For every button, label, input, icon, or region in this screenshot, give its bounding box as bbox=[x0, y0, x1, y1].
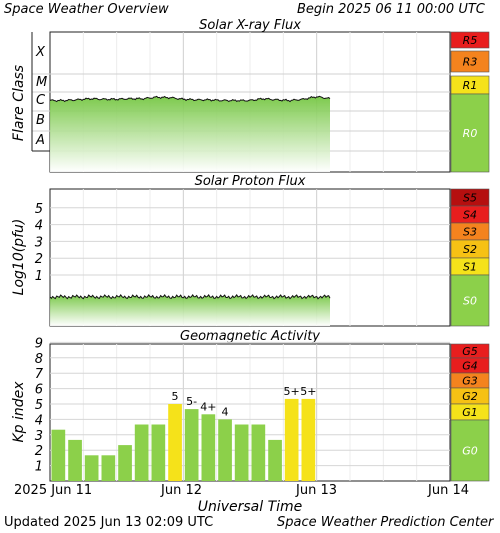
scale-label-s0: S0 bbox=[463, 295, 477, 308]
kp-bar bbox=[218, 419, 232, 481]
scale-label-r5: R5 bbox=[463, 34, 478, 47]
x-axis-label: Universal Time bbox=[197, 499, 303, 515]
scale-label-s5: S5 bbox=[463, 192, 477, 205]
scale-label-r0: R0 bbox=[463, 127, 478, 140]
kp-bar bbox=[301, 398, 316, 481]
kp-bar bbox=[168, 404, 182, 481]
kp-tick-3: 3 bbox=[35, 429, 43, 444]
proton-tick-4: 4 bbox=[35, 219, 43, 234]
scale-label-s1: S1 bbox=[463, 261, 477, 274]
kp-tick-8: 8 bbox=[35, 352, 43, 367]
kp-tick-6: 6 bbox=[35, 383, 43, 398]
kp-bar bbox=[268, 439, 282, 481]
scale-label-g2: G2 bbox=[462, 390, 478, 403]
geomag-title: Geomagnetic Activity bbox=[180, 329, 320, 344]
kp-bar-label: 5+ bbox=[284, 385, 300, 398]
kp-bar bbox=[251, 424, 266, 481]
xray-flux-area bbox=[50, 96, 330, 172]
kp-tick-7: 7 bbox=[35, 367, 44, 382]
proton-flux-area bbox=[50, 294, 330, 326]
kp-tick-9: 9 bbox=[35, 336, 43, 351]
scale-label-g3: G3 bbox=[462, 375, 478, 388]
kp-bar bbox=[201, 414, 216, 481]
kp-bar bbox=[151, 424, 166, 481]
kp-bar-label: 5- bbox=[186, 395, 197, 408]
scale-cell-r0 bbox=[450, 93, 490, 173]
kp-tick-2: 2 bbox=[35, 444, 43, 459]
kp-bar-label: 5 bbox=[172, 390, 179, 403]
scale-cell-r5 bbox=[450, 31, 490, 49]
kp-bar bbox=[118, 445, 132, 481]
kp-bar bbox=[84, 455, 99, 481]
proton-tick-1: 1 bbox=[35, 269, 43, 284]
kp-bar bbox=[68, 439, 82, 481]
updated-time: Updated 2025 Jun 13 02:09 UTC bbox=[4, 515, 214, 530]
kp-bar bbox=[184, 409, 199, 481]
scale-label-g0: G0 bbox=[462, 445, 478, 458]
xray-title: Solar X-ray Flux bbox=[199, 18, 301, 33]
kp-bar bbox=[234, 424, 249, 481]
flare-class-tick-a: A bbox=[35, 133, 45, 148]
x-tick-jun13: Jun 13 bbox=[296, 483, 337, 498]
proton-flux-line bbox=[49, 294, 331, 300]
kp-tick-5: 5 bbox=[35, 398, 43, 413]
scale-cell-r3 bbox=[450, 50, 490, 73]
scale-label-g4: G4 bbox=[462, 360, 478, 373]
x-tick-jun14: Jun 14 bbox=[428, 483, 469, 498]
proton-tick-5: 5 bbox=[35, 202, 43, 217]
kp-bar bbox=[134, 424, 149, 481]
proton-title: Solar Proton Flux bbox=[194, 174, 306, 189]
kp-bar-label: 4+ bbox=[200, 400, 216, 413]
scale-label-g5: G5 bbox=[462, 345, 478, 358]
flare-class-tick-m: M bbox=[36, 75, 47, 90]
kp-bar bbox=[51, 429, 66, 481]
begin-time: Begin 2025 06 11 00:00 UTC bbox=[297, 2, 485, 17]
scale-label-g1: G1 bbox=[462, 406, 478, 419]
kp-bar-label: 4 bbox=[222, 405, 229, 418]
x-tick-jun11: 2025 Jun 11 bbox=[14, 483, 93, 498]
swpc-credit: Space Weather Prediction Center bbox=[277, 515, 494, 530]
xray-flux-line bbox=[49, 95, 331, 103]
proton-tick-3: 3 bbox=[35, 235, 43, 250]
scale-label-r1: R1 bbox=[463, 79, 478, 92]
app-title: Space Weather Overview bbox=[4, 2, 169, 17]
flare-class-tick-c: C bbox=[36, 93, 46, 108]
scale-label-r3: R3 bbox=[463, 56, 478, 69]
proton-tick-2: 2 bbox=[35, 252, 43, 267]
flare-class-tick-b: B bbox=[36, 113, 45, 128]
kp-tick-1: 1 bbox=[35, 460, 43, 475]
flare-class-tick-x: X bbox=[35, 45, 46, 60]
kp-bar-label: 5+ bbox=[300, 385, 316, 398]
scale-label-s3: S3 bbox=[463, 226, 477, 239]
kp-tick-4: 4 bbox=[35, 413, 43, 428]
scale-cell-g0 bbox=[450, 419, 490, 482]
kp-bar bbox=[284, 398, 299, 481]
scale-label-s2: S2 bbox=[463, 243, 477, 256]
scale-cell-s0 bbox=[450, 274, 490, 327]
scale-label-s4: S4 bbox=[463, 209, 477, 222]
kp-bar bbox=[101, 455, 116, 481]
x-tick-jun12: Jun 12 bbox=[161, 483, 202, 498]
